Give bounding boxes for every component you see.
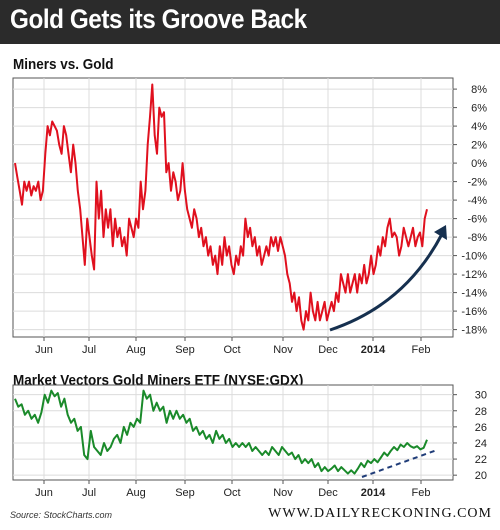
y-tick-label: -18% [461,325,487,337]
y-tick-label: -2% [467,177,487,189]
x-tick-label: 2014 [361,344,386,356]
y-tick-label: 4% [471,121,487,133]
x-tick-label: Oct [223,344,240,356]
x-tick-label: Dec [318,487,338,499]
y-tick-label: 22 [475,454,487,466]
x-tick-label: Dec [318,344,338,356]
x-tick-label: Aug [126,487,146,499]
y-tick-label: 28 [475,406,487,418]
y-tick-label: 30 [475,390,487,402]
y-tick-label: -14% [461,288,487,300]
x-tick-label: Jun [35,487,53,499]
x-tick-label: Sep [175,344,195,356]
series-line-gdx [14,389,428,475]
x-tick-label: Sep [175,487,195,499]
x-tick-label: Jul [82,487,96,499]
y-tick-label: -4% [467,195,487,207]
x-tick-label: Jul [82,344,96,356]
source-note: Source: StockCharts.com [10,510,113,520]
arrow-head-icon [434,225,447,240]
x-tick-label: Feb [412,487,431,499]
x-tick-label: Nov [273,344,293,356]
title-banner: Gold Gets its Groove Back [0,0,500,44]
y-tick-label: -10% [461,251,487,263]
y-tick-label: 6% [471,103,487,115]
y-tick-label: 20 [475,470,487,482]
series-line-miners-vs-gold [14,83,428,331]
x-tick-label: Oct [223,487,240,499]
y-tick-label: -16% [461,306,487,318]
top-chart-title: Miners vs. Gold [13,56,114,73]
x-tick-label: Aug [126,344,146,356]
banner-title: Gold Gets its Groove Back [10,4,307,34]
plot-area-miners-vs-gold [12,77,454,338]
dashed-trend-line [361,449,438,478]
x-tick-label: Jun [35,344,53,356]
y-tick-label: 2% [471,140,487,152]
x-tick-label: Feb [412,344,431,356]
trend-arrow [329,233,444,332]
y-tick-label: -8% [467,232,487,244]
y-tick-label: 0% [471,158,487,170]
x-tick-label: Nov [273,487,293,499]
y-tick-label: -6% [467,214,487,226]
y-tick-label: 24 [475,438,487,450]
plot-area-gdx [12,384,454,481]
y-tick-label: 26 [475,422,487,434]
y-tick-label: -12% [461,269,487,281]
brand-url: WWW.DAILYRECKONING.COM [268,506,492,521]
y-tick-label: 8% [471,84,487,96]
x-tick-label: 2014 [361,487,386,499]
